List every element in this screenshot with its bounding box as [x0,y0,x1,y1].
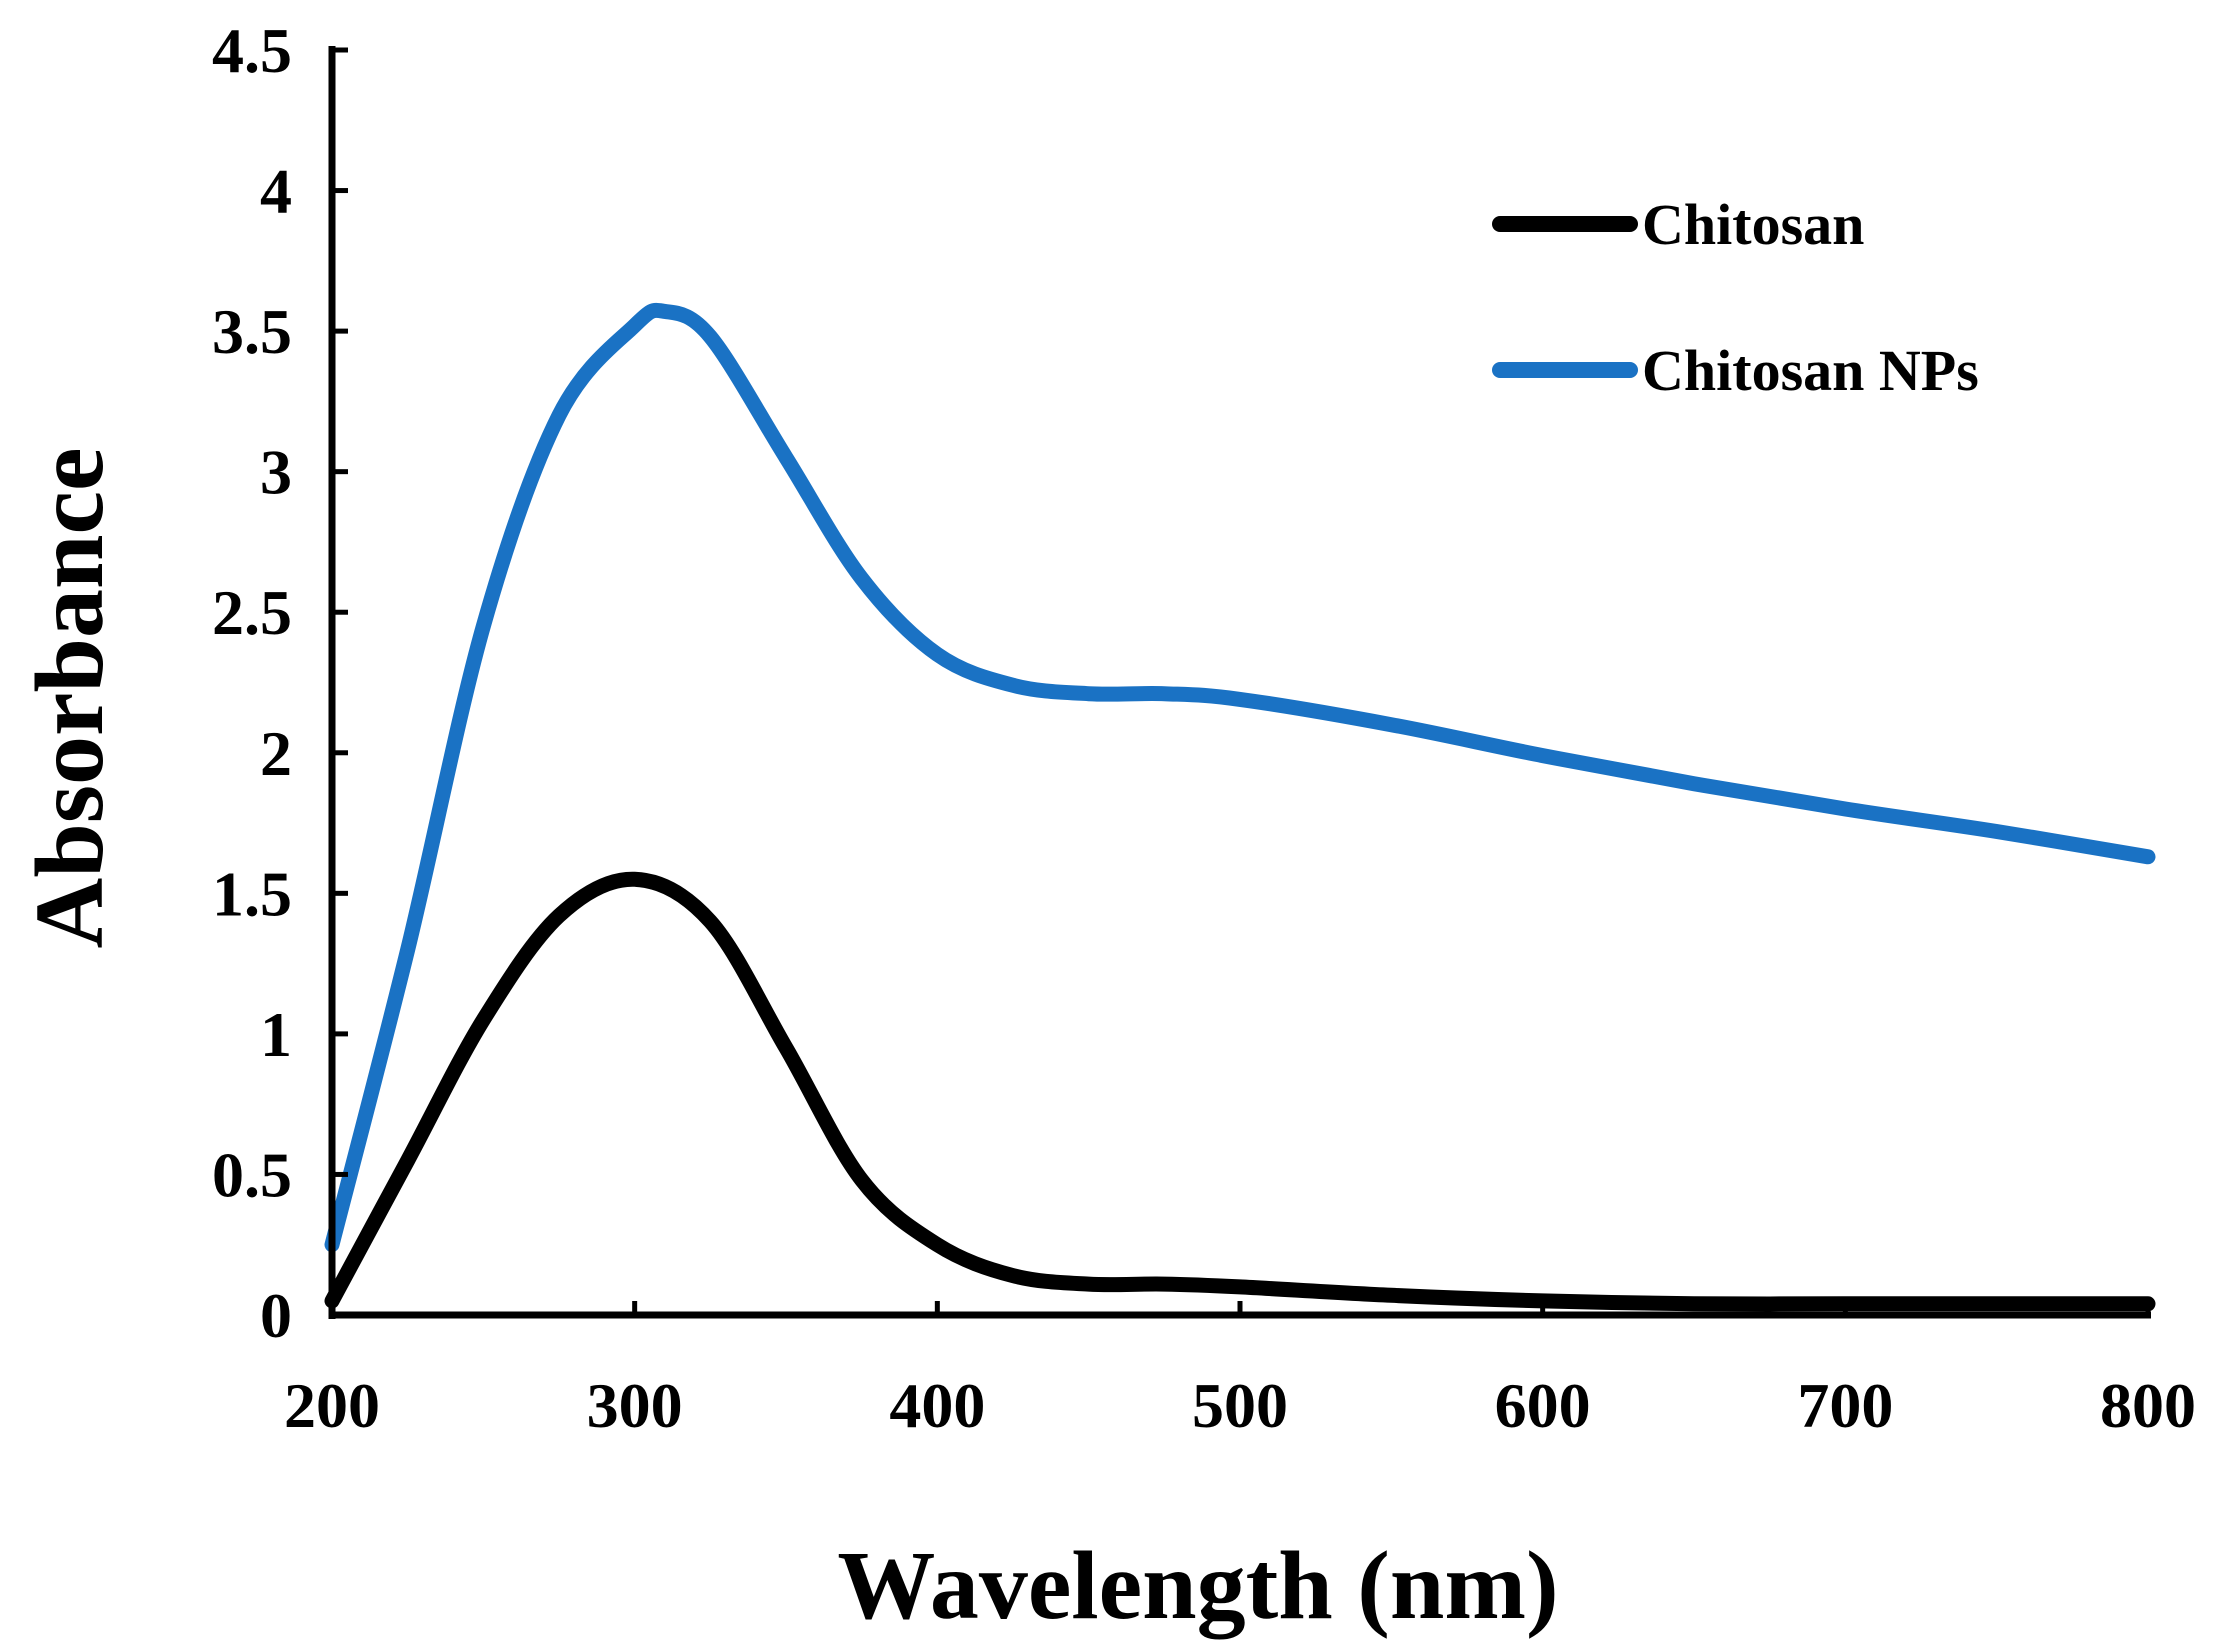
y-tick-label: 2 [260,718,292,789]
ticks-layer [329,47,2151,1318]
x-tick-label: 700 [1797,1370,1893,1441]
x-tick-label: 600 [1495,1370,1591,1441]
y-axis-title: Absorbance [16,448,124,949]
x-tick-label: 800 [2100,1370,2196,1441]
series-line-chitosan [324,871,2156,1312]
y-tick-label: 1.5 [212,858,292,929]
y-tick-label: 3 [260,437,292,508]
y-tick-label: 1 [260,999,292,1070]
x-tick-label: 500 [1192,1370,1288,1441]
x-tick-label: 300 [587,1370,683,1441]
y-tick-label: 4.5 [212,15,292,86]
series-line-chitosan-nps [324,302,2156,1253]
y-tick-label: 0 [260,1280,292,1351]
axes-layer [328,46,2151,1319]
series-layer [324,302,2156,1312]
legend-label-chitosan: Chitosan [1642,192,1864,257]
x-axis-title: Wavelength (nm) [837,1532,1558,1640]
x-tick-label: 200 [284,1370,380,1441]
x-tick-label: 400 [889,1370,985,1441]
legend: Chitosan Chitosan NPs [1492,192,1979,403]
y-tick-label: 0.5 [212,1139,292,1210]
legend-label-chitosan-nps: Chitosan NPs [1642,338,1979,403]
y-tick-label: 4 [260,156,292,227]
y-tick-label: 2.5 [212,577,292,648]
tick-labels: 200 300 400 500 600 700 800 0 0.5 1 1.5 2 2.5 3 3.5 4 4.… [212,15,2196,1441]
y-tick-label: 3.5 [212,296,292,367]
